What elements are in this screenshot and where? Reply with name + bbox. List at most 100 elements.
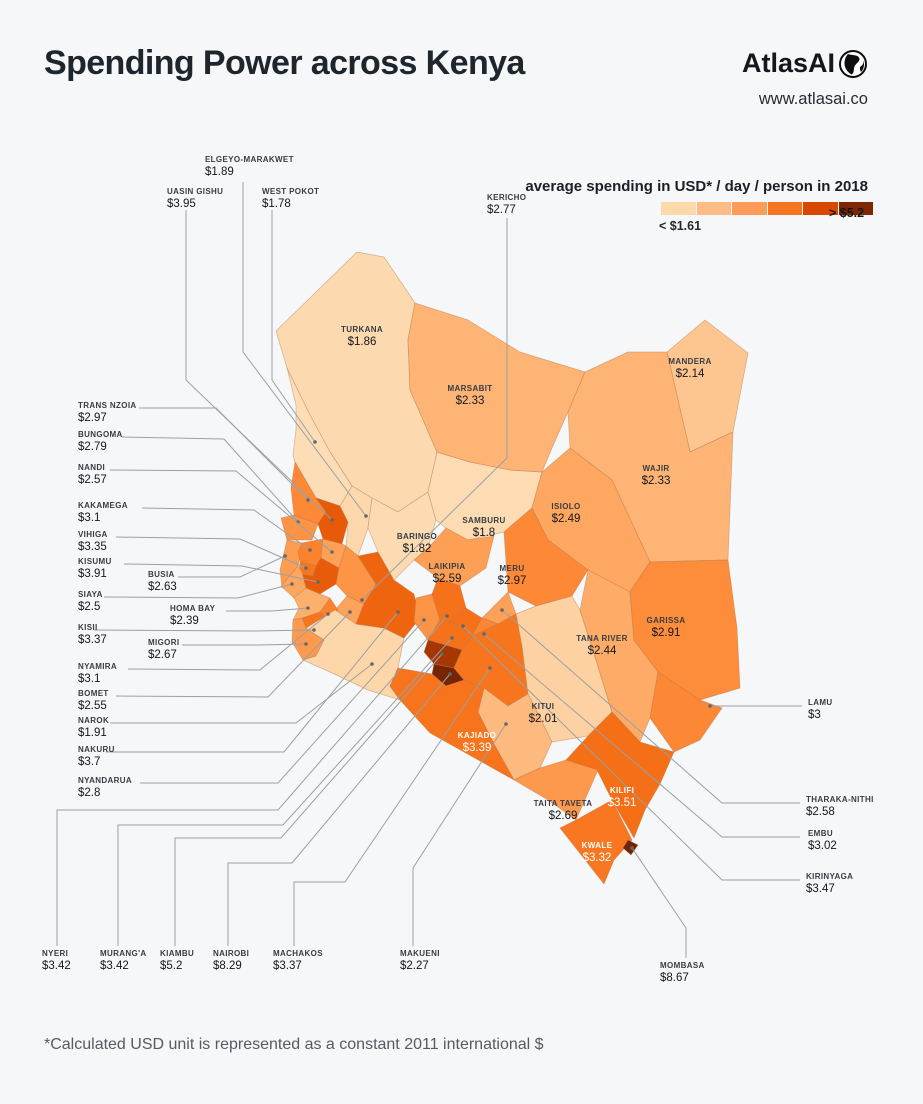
county-value-kisumu: $3.91 xyxy=(78,567,107,580)
county-label-kwale: KWALE $3.32 xyxy=(582,841,613,865)
county-label-laikipia: LAIKIPIA $2.59 xyxy=(428,562,465,586)
county-name-nakuru: NAKURU xyxy=(78,745,115,754)
leader-line-trans-nzoia xyxy=(139,407,309,501)
county-value-kisii: $3.37 xyxy=(78,633,107,646)
county-name-kirinyaga: KIRINYAGA xyxy=(806,872,854,881)
county-name-trans-nzoia: TRANS NZOIA xyxy=(78,401,137,410)
leader-line-machakos xyxy=(293,667,491,946)
county-value-baringo: $1.82 xyxy=(402,542,432,555)
county-label-marsabit: MARSABIT $2.33 xyxy=(447,384,492,408)
county-value-makueni: $2.27 xyxy=(400,959,429,972)
county-label-turkana: TURKANA $1.86 xyxy=(341,325,383,349)
leader-line-busia xyxy=(178,555,286,578)
leader-line-migori xyxy=(182,643,307,646)
county-value-nairobi: $8.29 xyxy=(213,959,242,972)
county-label-kitui: KITUI $2.01 xyxy=(529,702,558,726)
leader-line-nyamira xyxy=(127,613,329,671)
leader-dot-elgeyo-marakwet xyxy=(364,514,368,518)
legend-max-label: > $5.2 xyxy=(829,206,865,220)
county-value-embu: $3.02 xyxy=(808,839,837,852)
leader-dot-nyamira xyxy=(326,612,330,616)
leader-line-kakamega xyxy=(141,507,311,551)
county-name-kericho: KERICHO xyxy=(487,193,527,202)
county-label-elgeyo-marakwet: ELGEYO-MARAKWET $1.89 xyxy=(205,155,294,179)
county-value-migori: $2.67 xyxy=(148,648,177,661)
leader-line-nairobi xyxy=(227,673,451,946)
leader-dot-nyandarua xyxy=(422,618,426,622)
leader-dot-uasin-gishu xyxy=(330,518,334,522)
leader-dot-vihiga xyxy=(304,566,308,570)
county-value-taita-taveta: $2.69 xyxy=(548,809,578,822)
county-name-homa-bay: HOMA BAY xyxy=(170,604,216,613)
county-label-kajiado: KAJIADO $3.39 xyxy=(458,731,496,755)
county-name-embu: EMBU xyxy=(808,829,833,838)
county-value-homa-bay: $2.39 xyxy=(170,614,199,627)
county-name-taita-taveta: TAITA TAVETA xyxy=(533,799,593,808)
county-shape-lamu xyxy=(649,671,723,753)
leader-dot-mombasa xyxy=(630,846,634,850)
leader-dot-narok xyxy=(370,662,374,666)
county-name-kajiado: KAJIADO xyxy=(457,731,497,740)
legend-swatches xyxy=(661,202,874,215)
leader-dot-murang-a xyxy=(450,636,454,640)
county-name-meru: MERU xyxy=(499,564,525,573)
leader-dot-lamu xyxy=(708,704,712,708)
county-label-kisumu: KISUMU $3.91 xyxy=(78,557,112,581)
county-label-vihiga: VIHIGA $3.35 xyxy=(78,530,108,554)
leader-line-murang-a xyxy=(117,637,453,946)
county-name-vihiga: VIHIGA xyxy=(78,530,108,539)
website-url: www.atlasai.co xyxy=(758,90,868,108)
county-name-busia: BUSIA xyxy=(148,570,175,579)
county-label-migori: MIGORI $2.67 xyxy=(148,638,179,662)
county-label-kirinyaga: KIRINYAGA $3.47 xyxy=(806,872,853,896)
county-label-embu: EMBU $3.02 xyxy=(808,829,837,853)
county-name-tharaka-nithi: THARAKA-NITHI xyxy=(806,795,874,804)
county-label-machakos: MACHAKOS $3.37 xyxy=(273,949,323,973)
county-label-mandera: MANDERA $2.14 xyxy=(668,357,711,381)
county-value-tharaka-nithi: $2.58 xyxy=(806,805,835,818)
county-value-tana-river: $2.44 xyxy=(587,644,617,657)
county-value-kwale: $3.32 xyxy=(582,851,612,864)
leader-line-nandi xyxy=(109,469,333,553)
leader-dot-kakamega xyxy=(308,548,312,552)
leader-dot-embu xyxy=(482,632,486,636)
county-label-tana-river: TANA RIVER $2.44 xyxy=(576,634,628,658)
leader-line-bungoma xyxy=(121,436,299,523)
county-name-samburu: SAMBURU xyxy=(462,516,506,525)
county-label-baringo: BARINGO $1.82 xyxy=(397,532,437,556)
county-value-nakuru: $3.7 xyxy=(78,755,101,768)
leader-dot-busia xyxy=(283,554,287,558)
leader-dot-kisumu xyxy=(316,580,320,584)
county-value-uasin-gishu: $3.95 xyxy=(167,197,196,210)
county-label-taita-taveta: TAITA TAVETA $2.69 xyxy=(534,799,593,823)
county-label-busia: BUSIA $2.63 xyxy=(148,570,177,594)
county-label-west-pokot: WEST POKOT $1.78 xyxy=(262,187,319,211)
county-label-kilifi: KILIFI $3.51 xyxy=(608,786,637,810)
county-name-west-pokot: WEST POKOT xyxy=(262,187,320,196)
county-label-uasin-gishu: UASIN GISHU $3.95 xyxy=(167,187,223,211)
county-name-uasin-gishu: UASIN GISHU xyxy=(167,187,224,196)
county-label-wajir: WAJIR $2.33 xyxy=(642,464,671,488)
county-label-makueni: MAKUENI $2.27 xyxy=(400,949,440,973)
county-value-meru: $2.97 xyxy=(497,574,527,587)
county-value-samburu: $1.8 xyxy=(472,526,496,539)
globe-icon xyxy=(838,49,868,79)
county-value-kericho: $2.77 xyxy=(487,203,516,216)
county-label-mombasa: MOMBASA $8.67 xyxy=(660,961,705,985)
county-value-machakos: $3.37 xyxy=(273,959,302,972)
leader-dot-siaya xyxy=(290,582,294,586)
leader-line-mombasa xyxy=(631,847,687,958)
county-label-homa-bay: HOMA BAY $2.39 xyxy=(170,604,215,628)
county-name-narok: NAROK xyxy=(78,716,110,725)
county-name-nyeri: NYERI xyxy=(42,949,69,958)
county-value-vihiga: $3.35 xyxy=(78,540,107,553)
leader-line-embu xyxy=(483,633,800,838)
county-name-bomet: BOMET xyxy=(78,689,109,698)
county-value-garissa: $2.91 xyxy=(651,626,681,639)
county-label-narok: NAROK $1.91 xyxy=(78,716,109,740)
county-value-nyandarua: $2.8 xyxy=(78,786,101,799)
leader-dot-nandi xyxy=(330,550,334,554)
county-value-isiolo: $2.49 xyxy=(551,512,581,525)
county-name-siaya: SIAYA xyxy=(78,590,103,599)
